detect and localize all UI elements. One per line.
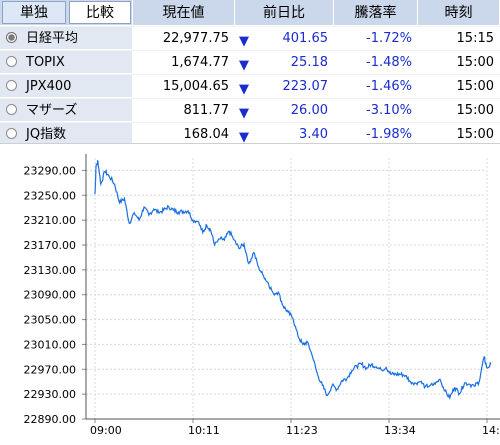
y-tick-label: 23170.00 [24, 239, 77, 252]
rate-cell: -1.48% [334, 51, 418, 74]
index-name-cell[interactable]: 日経平均 [0, 27, 133, 50]
radio-button[interactable] [6, 56, 17, 67]
intraday-chart: 23290.00 23250.00 23210.00 23170.00 23130.00… [0, 143, 500, 445]
column-header-rate: 騰落率 [334, 0, 418, 26]
x-tick-label: 10:11 [188, 424, 220, 437]
column-header-price: 現在値 [133, 0, 235, 26]
change-value: 401.65 [282, 31, 329, 46]
down-arrow-icon: ▼ [239, 130, 249, 145]
price-series-line [94, 159, 492, 401]
y-tick-label: 23090.00 [24, 289, 77, 302]
radio-button[interactable] [6, 80, 17, 91]
price-cell: 22,977.75 [133, 27, 235, 50]
time-cell: 15:00 [418, 51, 500, 74]
change-value: 3.40 [299, 127, 328, 142]
time-cell: 15:00 [418, 75, 500, 98]
x-tick-label: 14: [482, 424, 500, 437]
down-arrow-icon: ▼ [239, 34, 249, 49]
down-arrow-icon: ▼ [239, 106, 249, 121]
column-header-change: 前日比 [235, 0, 334, 26]
down-arrow-icon: ▼ [239, 82, 249, 97]
index-name-cell[interactable]: マザーズ [0, 99, 133, 122]
tab-single[interactable]: 単独 [2, 1, 66, 24]
down-arrow-icon: ▼ [239, 58, 249, 73]
table-row[interactable]: JQ指数 168.04 ▼ 3.40 -1.98% 15:00 [0, 123, 500, 147]
change-cell: ▼ 3.40 [235, 123, 334, 146]
change-cell: ▼ 25.18 [235, 51, 334, 74]
chart-svg: 23290.00 23250.00 23210.00 23170.00 23130.00… [24, 154, 500, 437]
price-cell: 1,674.77 [133, 51, 235, 74]
index-name: 日経平均 [26, 31, 79, 46]
price-cell: 168.04 [133, 123, 235, 146]
tab-group: 単独 比較 [0, 0, 133, 26]
table-row[interactable]: マザーズ 811.77 ▼ 26.00 -3.10% 15:00 [0, 99, 500, 123]
x-tick-label: 13:34 [384, 424, 416, 437]
index-name-cell[interactable]: TOPIX [0, 51, 133, 74]
tab-compare[interactable]: 比較 [69, 1, 131, 24]
radio-button[interactable] [6, 104, 17, 115]
y-tick-label: 22970.00 [24, 363, 77, 376]
y-tick-label: 22930.00 [24, 388, 77, 401]
change-cell: ▼ 223.07 [235, 75, 334, 98]
y-tick-label: 23050.00 [24, 314, 77, 327]
radio-button[interactable] [6, 128, 17, 139]
index-name: マザーズ [26, 103, 78, 118]
rate-cell: -3.10% [334, 99, 418, 122]
time-cell: 15:15 [418, 27, 500, 50]
rate-cell: -1.46% [334, 75, 418, 98]
x-tick-label: 09:00 [90, 424, 122, 437]
change-value: 25.18 [290, 55, 328, 70]
y-tick-label: 22890.00 [24, 413, 77, 426]
price-cell: 15,004.65 [133, 75, 235, 98]
index-name: TOPIX [26, 55, 65, 70]
price-cell: 811.77 [133, 99, 235, 122]
table-row[interactable]: TOPIX 1,674.77 ▼ 25.18 -1.48% 15:00 [0, 51, 500, 75]
time-cell: 15:00 [418, 99, 500, 122]
radio-button[interactable] [6, 32, 17, 43]
y-tick-label: 23290.00 [24, 164, 77, 177]
y-tick-label: 23250.00 [24, 189, 77, 202]
y-tick-label: 23210.00 [24, 214, 77, 227]
rate-cell: -1.72% [334, 27, 418, 50]
index-name: JPX400 [26, 79, 72, 94]
column-header-time: 時刻 [418, 0, 500, 26]
index-name: JQ指数 [26, 127, 67, 142]
change-value: 223.07 [282, 79, 329, 94]
x-tick-label: 11:23 [286, 424, 318, 437]
change-cell: ▼ 26.00 [235, 99, 334, 122]
y-tick-label: 23010.00 [24, 338, 77, 351]
table-row[interactable]: 日経平均 22,977.75 ▼ 401.65 -1.72% 15:15 [0, 27, 500, 51]
change-value: 26.00 [290, 103, 328, 118]
y-tick-label: 23130.00 [24, 264, 77, 277]
change-cell: ▼ 401.65 [235, 27, 334, 50]
table-row[interactable]: JPX400 15,004.65 ▼ 223.07 -1.46% 15:00 [0, 75, 500, 99]
index-name-cell[interactable]: JPX400 [0, 75, 133, 98]
